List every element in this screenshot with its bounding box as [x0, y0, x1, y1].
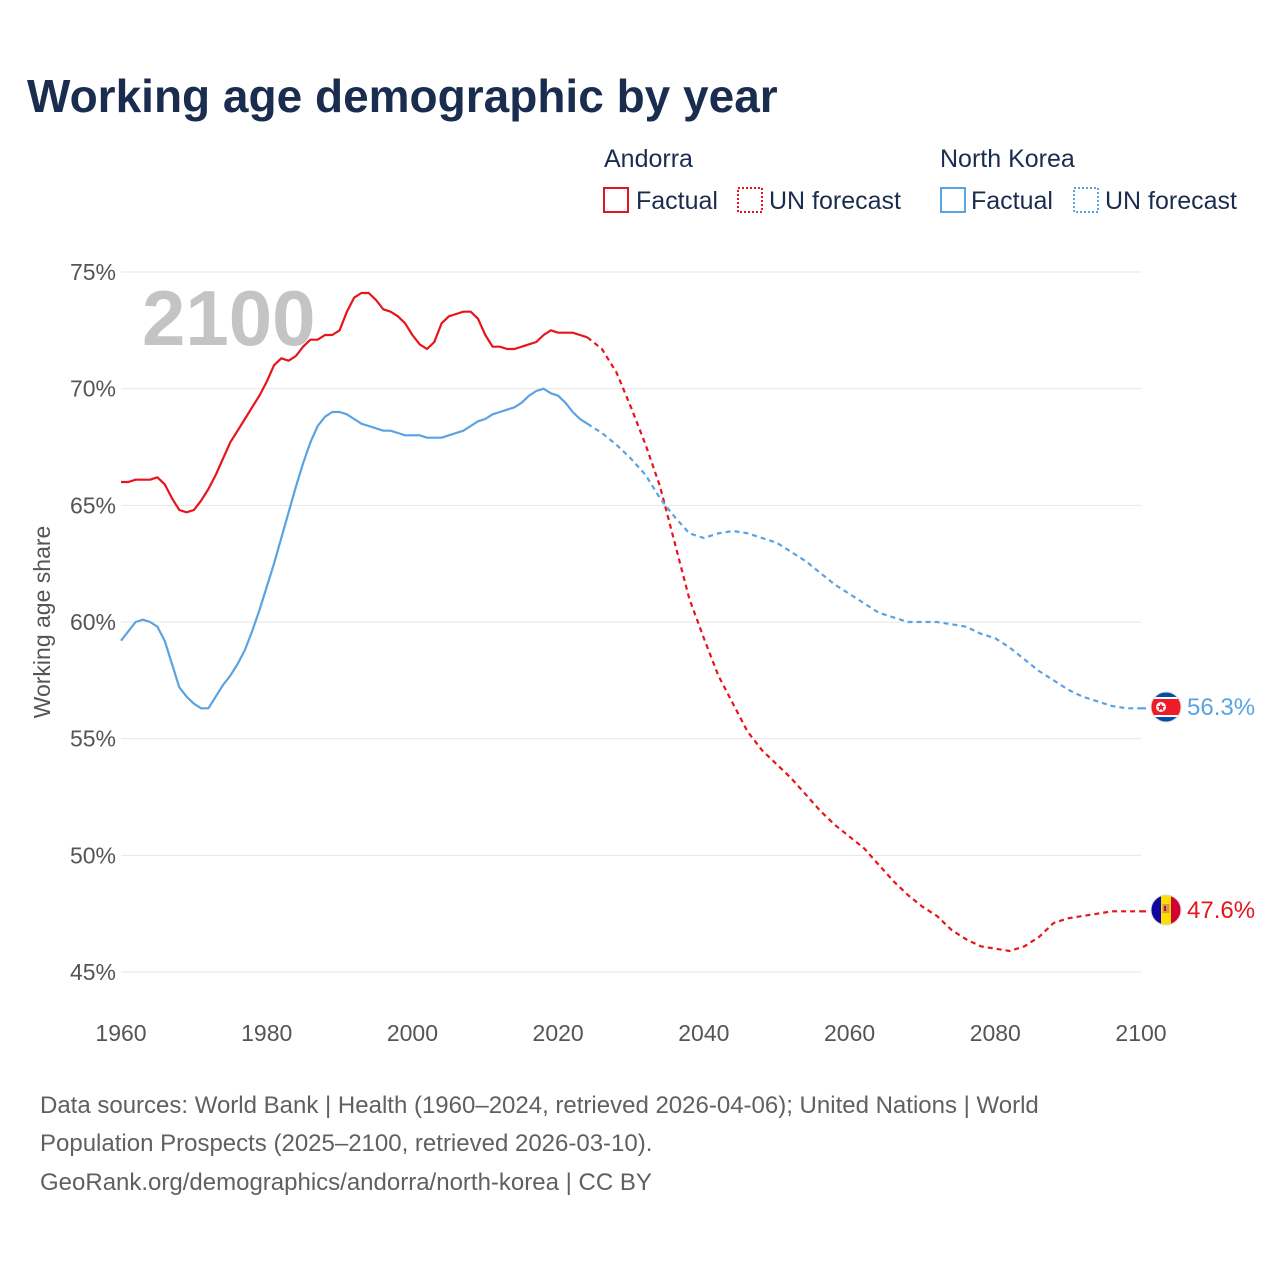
legend: Andorra Factual UN forecast North Korea … [603, 145, 1237, 215]
legend-swatch-andorra-forecast [737, 187, 763, 213]
end-value-andorra: 47.6% [1187, 897, 1255, 924]
legend-label-andorra-forecast: UN forecast [769, 187, 901, 215]
end-value-north-korea: 56.3% [1187, 694, 1255, 721]
x-axis-ticks: 1960 1980 2000 2020 2040 2060 2080 2100 [95, 1020, 1166, 1046]
y-tick-label: 55% [70, 726, 116, 752]
legend-swatch-north-korea-factual [940, 187, 966, 213]
source-line-1: Data sources: World Bank | Health (1960–… [40, 1092, 1039, 1119]
y-tick-label: 50% [70, 842, 116, 868]
y-tick-label: 70% [70, 376, 116, 402]
series-lines [120, 291, 1150, 953]
x-tick-label: 2100 [1115, 1020, 1166, 1046]
legend-label-north-korea-forecast: UN forecast [1105, 187, 1237, 215]
andorra-flag-icon [1151, 895, 1181, 925]
legend-group-north-korea: North Korea [940, 145, 1075, 173]
legend-group-andorra: Andorra [604, 145, 693, 173]
gridlines [121, 271, 1141, 973]
x-tick-label: 2020 [533, 1020, 584, 1046]
chart-title: Working age demographic by year [27, 70, 778, 122]
series-line-north_korea-factual [120, 387, 588, 710]
legend-swatch-andorra-factual [603, 187, 629, 213]
legend-label-andorra-factual: Factual [636, 187, 718, 215]
legend-swatch-north-korea-forecast [1073, 187, 1099, 213]
series-line-andorra-factual [121, 291, 588, 514]
series-line-andorra-forecast [586, 336, 1141, 953]
source-line-3: GeoRank.org/demographics/andorra/north-k… [40, 1169, 652, 1196]
x-tick-label: 1980 [241, 1020, 292, 1046]
x-tick-label: 2040 [678, 1020, 729, 1046]
x-tick-label: 1960 [95, 1020, 146, 1046]
x-tick-label: 2000 [387, 1020, 438, 1046]
x-tick-label: 2060 [824, 1020, 875, 1046]
current-year-label: 2100 [142, 274, 316, 362]
y-axis-label: Working age share [29, 526, 55, 719]
source-line-2: Population Prospects (2025–2100, retriev… [40, 1130, 652, 1157]
x-tick-label: 2080 [970, 1020, 1021, 1046]
y-axis-ticks: 45% 50% 55% 60% 65% 70% 75% [70, 259, 116, 985]
end-marker-north-korea: 56.3% [1150, 691, 1255, 723]
legend-label-north-korea-factual: Factual [971, 187, 1053, 215]
north-korea-flag-icon [1151, 692, 1181, 722]
y-tick-label: 60% [70, 609, 116, 635]
y-tick-label: 65% [70, 492, 116, 518]
y-tick-label: 45% [70, 959, 116, 985]
end-marker-andorra: 47.6% [1150, 894, 1255, 926]
series-line-north_korea-forecast [586, 422, 1141, 710]
y-tick-label: 75% [70, 259, 116, 285]
